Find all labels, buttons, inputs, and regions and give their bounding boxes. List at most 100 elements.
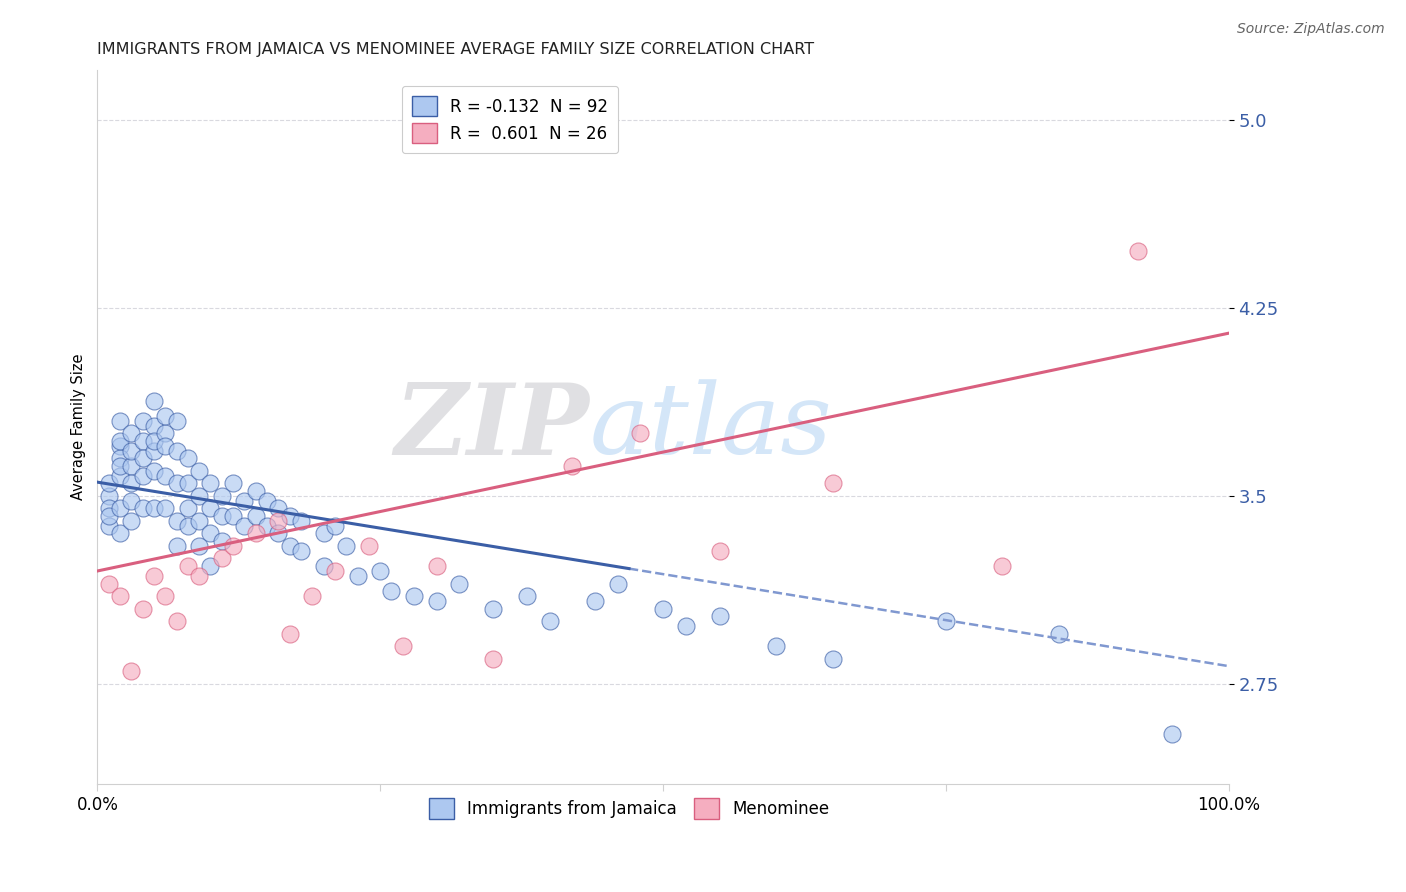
Point — [155, 501, 177, 516]
Point — [301, 589, 323, 603]
Point — [290, 514, 312, 528]
Point — [1161, 727, 1184, 741]
Point — [108, 526, 131, 541]
Point — [108, 414, 131, 428]
Point — [278, 508, 301, 523]
Text: ZIP: ZIP — [395, 379, 589, 475]
Point — [97, 519, 120, 533]
Point — [606, 576, 628, 591]
Point — [267, 501, 290, 516]
Point — [256, 519, 278, 533]
Point — [131, 414, 153, 428]
Point — [188, 514, 211, 528]
Point — [131, 434, 153, 448]
Point — [97, 576, 120, 591]
Point — [188, 489, 211, 503]
Point — [245, 526, 267, 541]
Point — [211, 489, 233, 503]
Point — [449, 576, 471, 591]
Point — [346, 569, 368, 583]
Point — [482, 651, 505, 665]
Point — [675, 619, 697, 633]
Point — [1126, 244, 1149, 258]
Point — [391, 639, 413, 653]
Point — [380, 584, 402, 599]
Point — [245, 483, 267, 498]
Point — [142, 418, 165, 433]
Point — [357, 539, 380, 553]
Point — [709, 609, 731, 624]
Point — [200, 501, 222, 516]
Point — [628, 426, 651, 441]
Point — [155, 469, 177, 483]
Point — [312, 526, 335, 541]
Point — [108, 589, 131, 603]
Point — [166, 614, 188, 628]
Point — [166, 514, 188, 528]
Point — [709, 544, 731, 558]
Point — [155, 439, 177, 453]
Point — [131, 451, 153, 466]
Point — [211, 508, 233, 523]
Point — [991, 559, 1014, 574]
Point — [426, 594, 449, 608]
Point — [142, 443, 165, 458]
Point — [155, 426, 177, 441]
Point — [312, 559, 335, 574]
Point — [188, 464, 211, 478]
Point — [583, 594, 606, 608]
Point — [188, 569, 211, 583]
Point — [97, 489, 120, 503]
Point — [177, 476, 200, 491]
Point — [155, 409, 177, 423]
Text: IMMIGRANTS FROM JAMAICA VS MENOMINEE AVERAGE FAMILY SIZE CORRELATION CHART: IMMIGRANTS FROM JAMAICA VS MENOMINEE AVE… — [97, 42, 814, 57]
Point — [323, 564, 346, 578]
Y-axis label: Average Family Size: Average Family Size — [72, 354, 86, 500]
Point — [131, 501, 153, 516]
Point — [177, 559, 200, 574]
Point — [222, 539, 245, 553]
Point — [108, 458, 131, 473]
Point — [108, 451, 131, 466]
Point — [97, 508, 120, 523]
Point — [1047, 626, 1070, 640]
Point — [97, 501, 120, 516]
Point — [222, 476, 245, 491]
Point — [821, 476, 844, 491]
Point — [177, 501, 200, 516]
Point — [200, 476, 222, 491]
Point — [108, 439, 131, 453]
Point — [652, 601, 675, 615]
Point — [120, 514, 142, 528]
Point — [482, 601, 505, 615]
Point — [120, 476, 142, 491]
Point — [142, 501, 165, 516]
Point — [233, 494, 256, 508]
Point — [142, 464, 165, 478]
Point — [166, 476, 188, 491]
Point — [120, 426, 142, 441]
Point — [166, 414, 188, 428]
Point — [211, 533, 233, 548]
Point — [765, 639, 787, 653]
Point — [935, 614, 957, 628]
Point — [155, 589, 177, 603]
Point — [166, 539, 188, 553]
Point — [131, 469, 153, 483]
Point — [177, 451, 200, 466]
Point — [267, 526, 290, 541]
Point — [108, 434, 131, 448]
Point — [131, 601, 153, 615]
Point — [188, 539, 211, 553]
Point — [323, 519, 346, 533]
Point — [290, 544, 312, 558]
Point — [821, 651, 844, 665]
Point — [142, 569, 165, 583]
Point — [200, 559, 222, 574]
Point — [120, 458, 142, 473]
Point — [200, 526, 222, 541]
Point — [177, 519, 200, 533]
Point — [108, 501, 131, 516]
Point — [120, 494, 142, 508]
Point — [108, 469, 131, 483]
